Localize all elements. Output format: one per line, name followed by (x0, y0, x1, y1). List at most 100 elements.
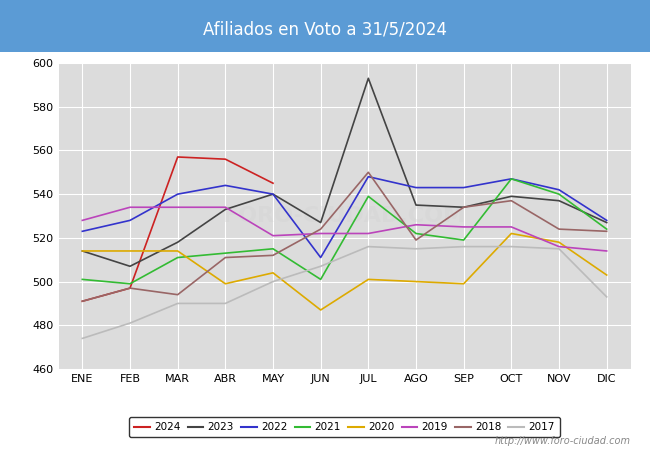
2019 (508, 224, 515, 230)
2017 (79, 336, 86, 341)
2019 (555, 244, 563, 249)
2022 (269, 191, 277, 197)
2018 (174, 292, 181, 297)
2019 (460, 224, 467, 230)
2020 (555, 239, 563, 245)
2018 (555, 226, 563, 232)
2018 (412, 237, 420, 243)
2021 (126, 281, 134, 287)
2022 (412, 185, 420, 190)
Text: Afiliados en Voto a 31/5/2024: Afiliados en Voto a 31/5/2024 (203, 20, 447, 38)
2017 (555, 246, 563, 252)
2020 (174, 248, 181, 254)
2018 (508, 198, 515, 203)
2021 (317, 277, 324, 282)
2020 (365, 277, 372, 282)
Line: 2021: 2021 (83, 179, 606, 284)
2022 (126, 218, 134, 223)
2022 (460, 185, 467, 190)
2021 (508, 176, 515, 181)
2020 (460, 281, 467, 287)
2023 (555, 198, 563, 203)
2021 (222, 251, 229, 256)
2018 (269, 252, 277, 258)
2017 (269, 279, 277, 284)
2021 (412, 231, 420, 236)
2022 (317, 255, 324, 260)
2024 (126, 285, 134, 291)
2019 (269, 233, 277, 238)
2024 (222, 157, 229, 162)
2022 (174, 191, 181, 197)
2020 (222, 281, 229, 287)
2023 (603, 220, 610, 225)
2021 (603, 226, 610, 232)
Legend: 2024, 2023, 2022, 2021, 2020, 2019, 2018, 2017: 2024, 2023, 2022, 2021, 2020, 2019, 2018… (129, 417, 560, 437)
2021 (555, 191, 563, 197)
2021 (460, 237, 467, 243)
2017 (603, 294, 610, 300)
2017 (126, 320, 134, 326)
2019 (222, 205, 229, 210)
2023 (126, 264, 134, 269)
2020 (269, 270, 277, 275)
2022 (365, 174, 372, 180)
2022 (222, 183, 229, 188)
2022 (508, 176, 515, 181)
2023 (79, 248, 86, 254)
2021 (174, 255, 181, 260)
Line: 2020: 2020 (83, 234, 606, 310)
2023 (508, 194, 515, 199)
2018 (317, 226, 324, 232)
2017 (317, 264, 324, 269)
2023 (174, 239, 181, 245)
2020 (508, 231, 515, 236)
2020 (317, 307, 324, 313)
2017 (174, 301, 181, 306)
2023 (365, 76, 372, 81)
2019 (365, 231, 372, 236)
2017 (412, 246, 420, 252)
2023 (460, 205, 467, 210)
2021 (79, 277, 86, 282)
2023 (317, 220, 324, 225)
2020 (412, 279, 420, 284)
2019 (174, 205, 181, 210)
2023 (412, 202, 420, 208)
Line: 2019: 2019 (83, 207, 606, 251)
2017 (460, 244, 467, 249)
2017 (508, 244, 515, 249)
2018 (460, 205, 467, 210)
2022 (79, 229, 86, 234)
2023 (269, 191, 277, 197)
Line: 2018: 2018 (83, 172, 606, 301)
Line: 2017: 2017 (83, 247, 606, 338)
2019 (412, 222, 420, 227)
2017 (222, 301, 229, 306)
2018 (79, 298, 86, 304)
2018 (222, 255, 229, 260)
2018 (365, 170, 372, 175)
2018 (603, 229, 610, 234)
2021 (365, 194, 372, 199)
2023 (222, 207, 229, 212)
2020 (79, 248, 86, 254)
2020 (126, 248, 134, 254)
2024 (269, 180, 277, 186)
2017 (365, 244, 372, 249)
2024 (79, 298, 86, 304)
2021 (269, 246, 277, 252)
Line: 2024: 2024 (83, 157, 273, 301)
2019 (603, 248, 610, 254)
2019 (79, 218, 86, 223)
2020 (603, 272, 610, 278)
2024 (174, 154, 181, 160)
2022 (555, 187, 563, 193)
2019 (126, 205, 134, 210)
Text: FORO-CIUDAD.COM: FORO-CIUDAD.COM (224, 206, 465, 226)
Text: http://www.foro-ciudad.com: http://www.foro-ciudad.com (495, 436, 630, 446)
Line: 2023: 2023 (83, 78, 606, 266)
2022 (603, 218, 610, 223)
Line: 2022: 2022 (83, 177, 606, 257)
2019 (317, 231, 324, 236)
